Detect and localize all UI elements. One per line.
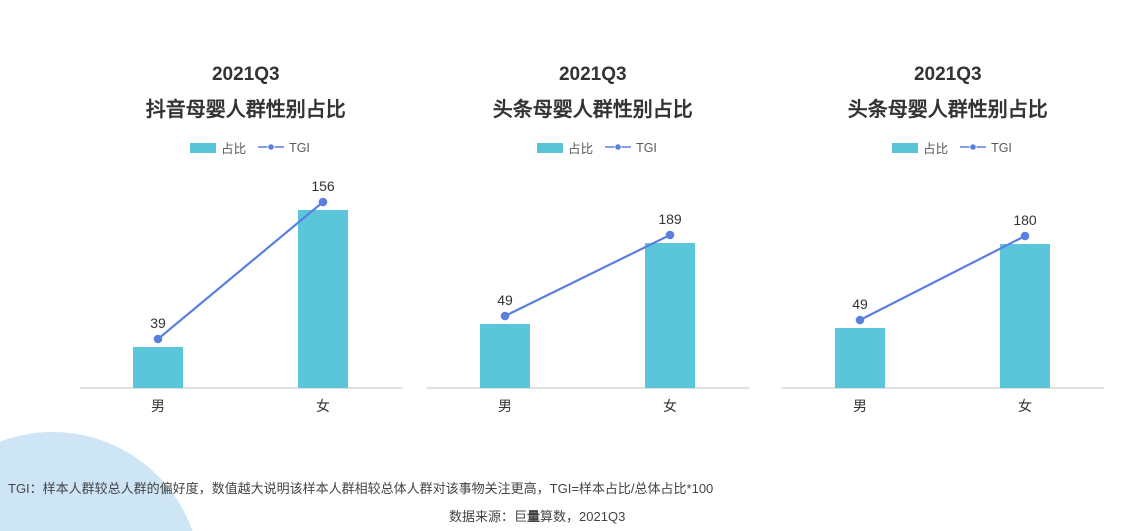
svg-text:男: 男: [151, 398, 165, 414]
svg-text:女: 女: [663, 398, 677, 414]
svg-text:女: 女: [1018, 398, 1032, 414]
svg-text:男: 男: [853, 398, 867, 414]
svg-text:189: 189: [658, 211, 682, 227]
svg-text:男: 男: [498, 398, 512, 414]
svg-text:180: 180: [1013, 212, 1037, 228]
svg-text:49: 49: [497, 292, 513, 308]
svg-text:女: 女: [316, 398, 330, 414]
svg-text:39: 39: [150, 315, 166, 331]
svg-text:156: 156: [311, 178, 335, 194]
svg-text:49: 49: [852, 296, 868, 312]
